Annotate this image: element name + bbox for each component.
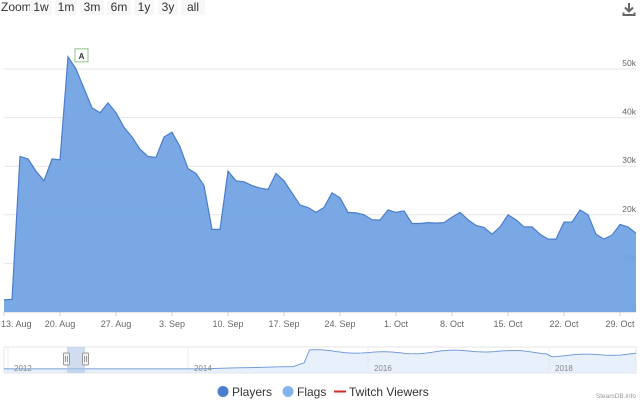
x-tick-label: 8. Oct: [440, 319, 465, 329]
x-tick-label: 20. Aug: [45, 319, 76, 329]
y-tick-label: 30k: [622, 155, 636, 165]
credit: SteamDB.info: [596, 393, 636, 400]
zoom-button-label: 6m: [111, 0, 128, 14]
zoom-button-all[interactable]: all: [181, 0, 205, 15]
x-tick-label: 24. Sep: [324, 319, 355, 329]
navigator-year-label: 2014: [194, 364, 212, 373]
zoom-button-1y[interactable]: 1y: [134, 0, 154, 15]
legend-item-flags[interactable]: Flags: [282, 385, 327, 399]
navigator-series-area: [4, 349, 636, 373]
zoom-button-label: 3y: [162, 0, 175, 14]
navigator-year-label: 2012: [14, 364, 32, 373]
navigator[interactable]: 2012 2014 2016 2018: [3, 346, 637, 374]
zoom-button-label: 3m: [84, 0, 101, 14]
annotation-label: A: [79, 52, 85, 61]
navigator-selected-range[interactable]: [67, 347, 85, 373]
navigator-year-label: 2016: [374, 364, 392, 373]
zoom-button-3m[interactable]: 3m: [80, 0, 104, 15]
x-tick-label: 3. Sep: [159, 319, 185, 329]
y-tick-label: 20k: [622, 204, 636, 214]
legend-label: Flags: [297, 385, 326, 399]
x-tick-label: 22. Oct: [549, 319, 579, 329]
y-tick-label: 40k: [622, 107, 636, 117]
x-tick-label: 13. Aug: [1, 319, 32, 329]
download-icon[interactable]: [620, 0, 638, 18]
x-tick-label: 27. Aug: [101, 319, 132, 329]
navigator-handle-left[interactable]: [63, 352, 70, 366]
zoom-label: Zoom: [1, 0, 32, 14]
x-tick-label: 10. Sep: [212, 319, 243, 329]
zoom-button-label: all: [187, 0, 199, 14]
zoom-button-label: 1w: [33, 0, 49, 14]
x-tick-label: 15. Oct: [493, 319, 523, 329]
zoom-button-6m[interactable]: 6m: [107, 0, 131, 15]
x-tick-label: 29. Oct: [605, 319, 635, 329]
navigator-year-label: 2018: [555, 364, 573, 373]
players-area: [4, 56, 636, 312]
legend-label: Players: [232, 385, 272, 399]
legend-item-players[interactable]: Players: [217, 385, 273, 399]
x-tick-label: 17. Sep: [268, 319, 299, 329]
navigator-handle-right[interactable]: [82, 352, 89, 366]
legend-label: Twitch Viewers: [349, 385, 429, 399]
zoom-button-3y[interactable]: 3y: [158, 0, 178, 15]
zoom-button-1w[interactable]: 1w: [30, 0, 52, 15]
x-tick-label: 1. Oct: [384, 319, 409, 329]
legend-marker: [217, 386, 229, 397]
legend-item-twitch-viewers[interactable]: Twitch Viewers: [334, 385, 429, 399]
y-tick-label: 50k: [622, 58, 636, 68]
legend-marker: [282, 386, 294, 397]
zoom-button-label: 1m: [58, 0, 75, 14]
players-line: [3, 55, 637, 301]
zoom-button-label: 1y: [138, 0, 151, 14]
annotation-flag[interactable]: A: [74, 48, 89, 63]
zoom-button-1m[interactable]: 1m: [55, 0, 77, 15]
